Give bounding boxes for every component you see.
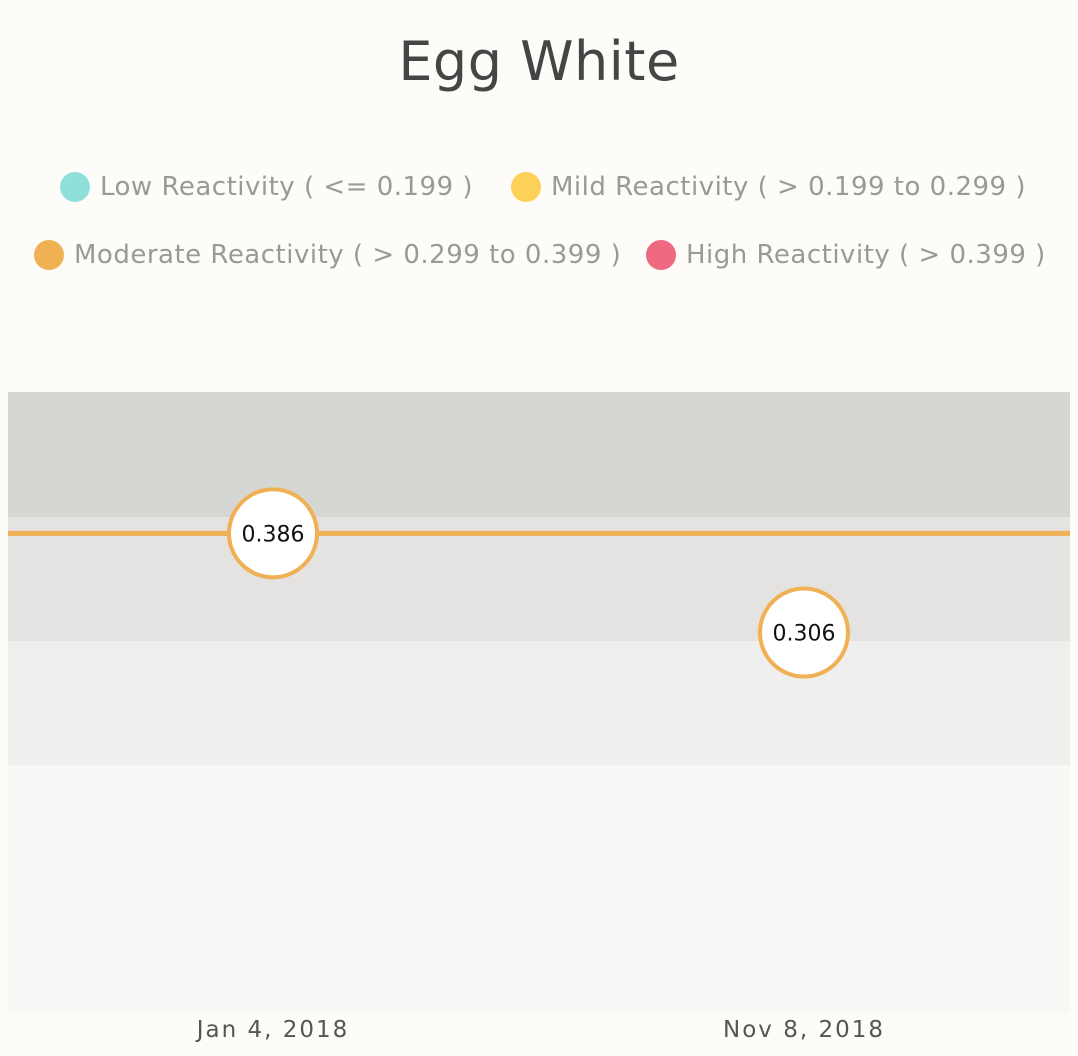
legend-dot-icon — [60, 172, 90, 202]
reactivity-band-2 — [8, 517, 1070, 642]
legend-dot-icon — [646, 240, 676, 270]
x-tick-label-1: Nov 8, 2018 — [723, 1017, 885, 1043]
data-point-0 — [227, 487, 319, 580]
legend-label-moderate: Moderate Reactivity ( > 0.299 to 0.399 ) — [74, 240, 622, 270]
legend-item-low: Low Reactivity ( <= 0.199 ) — [60, 172, 473, 202]
chart-title: Egg White — [398, 30, 680, 93]
reactivity-band-0 — [8, 765, 1070, 1012]
x-tick-label-0: Jan 4, 2018 — [195, 1017, 350, 1043]
reactivity-band-1 — [8, 641, 1070, 766]
legend-label-high: High Reactivity ( > 0.399 ) — [686, 240, 1046, 270]
data-label-0: 0.386 — [242, 522, 305, 547]
legend-label-mild: Mild Reactivity ( > 0.199 to 0.299 ) — [551, 172, 1027, 202]
legend-item-mild: Mild Reactivity ( > 0.199 to 0.299 ) — [511, 172, 1026, 202]
legend-label-low: Low Reactivity ( <= 0.199 ) — [100, 172, 474, 202]
legend-item-high: High Reactivity ( > 0.399 ) — [646, 240, 1046, 270]
legend-dot-icon — [511, 172, 541, 202]
data-point-1 — [758, 586, 850, 679]
data-label-1: 0.306 — [773, 622, 836, 647]
legend-item-moderate: Moderate Reactivity ( > 0.299 to 0.399 ) — [34, 240, 621, 270]
reactivity-band-3 — [8, 392, 1070, 518]
legend-dot-icon — [34, 240, 64, 270]
